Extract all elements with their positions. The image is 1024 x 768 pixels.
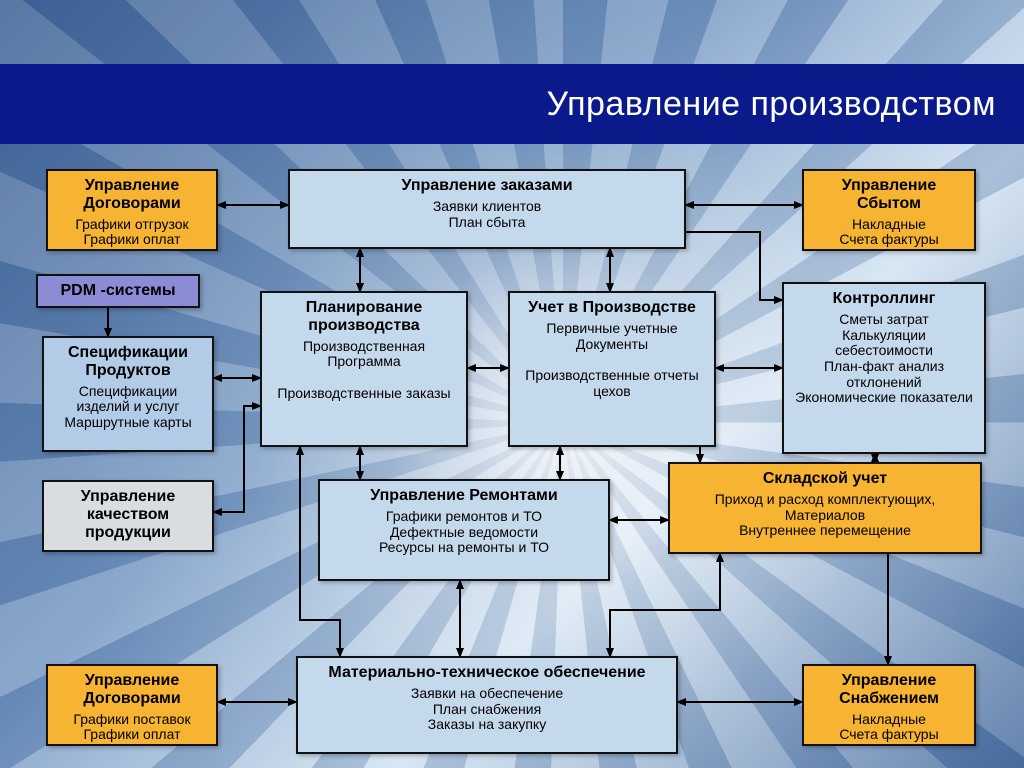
node-planning: Планирование производства Производственна… <box>260 291 468 447</box>
node-spec-body: Спецификации изделий и услуг Маршрутные … <box>52 384 204 431</box>
node-warehouse: Складской учет Приход и расход комплектую… <box>668 462 982 554</box>
node-contracts_bottom: Управление Договорами Графики поставок Гр… <box>46 664 218 746</box>
node-contracts_bottom-title: Управление Договорами <box>56 672 208 708</box>
node-controlling: Контроллинг Сметы затрат Калькуляции себе… <box>782 282 986 454</box>
slide-title-bar: Управление производством <box>0 64 1024 144</box>
node-quality: Управление качеством продукции <box>42 480 214 552</box>
node-planning-body: Производственная Программа Производствен… <box>270 339 458 402</box>
node-supply-title: Управление Снабжением <box>812 672 966 708</box>
node-accounting: Учет в Производстве Первичные учетные Док… <box>508 291 716 447</box>
node-pdm-title: PDM -системы <box>46 282 190 300</box>
node-mto: Материально-техническое обеспечение Заявк… <box>296 656 678 754</box>
node-contracts_bottom-body: Графики поставок Графики оплат <box>56 712 208 743</box>
node-sales-body: Накладные Счета фактуры <box>812 217 966 248</box>
node-accounting-body: Первичные учетные Документы Производстве… <box>518 321 706 399</box>
edge-warehouse-mto <box>610 554 720 656</box>
node-repairs-title: Управление Ремонтами <box>328 487 600 505</box>
node-supply: Управление Снабжением Накладные Счета фак… <box>802 664 976 746</box>
node-pdm: PDM -системы <box>36 274 200 308</box>
node-supply-body: Накладные Счета фактуры <box>812 712 966 743</box>
node-spec: Спецификации Продуктов Спецификации издел… <box>42 336 214 452</box>
node-mto-body: Заявки на обеспечение План снабжения Зак… <box>306 686 668 733</box>
node-controlling-title: Контроллинг <box>792 290 976 308</box>
node-accounting-title: Учет в Производстве <box>518 299 706 317</box>
node-planning-title: Планирование производства <box>270 299 458 335</box>
slide-title: Управление производством <box>547 85 996 124</box>
node-orders-title: Управление заказами <box>298 177 676 195</box>
node-controlling-body: Сметы затрат Калькуляции себестоимости П… <box>792 312 976 406</box>
node-repairs-body: Графики ремонтов и ТО Дефектные ведомост… <box>328 509 600 556</box>
edge-orders-controlling <box>686 232 782 300</box>
node-orders: Управление заказами Заявки клиентов План … <box>288 169 686 249</box>
node-warehouse-title: Складской учет <box>678 470 972 488</box>
node-repairs: Управление Ремонтами Графики ремонтов и Т… <box>318 479 610 581</box>
node-contracts_top-title: Управление Договорами <box>56 177 208 213</box>
node-spec-title: Спецификации Продуктов <box>52 344 204 380</box>
node-sales: Управление Сбытом Накладные Счета фактуры <box>802 169 976 251</box>
node-orders-body: Заявки клиентов План сбыта <box>298 199 676 230</box>
node-contracts_top-body: Графики отгрузок Графики оплат <box>56 217 208 248</box>
node-warehouse-body: Приход и расход комплектующих, Материало… <box>678 492 972 539</box>
slide-stage: Управление производством Управление Дого… <box>0 0 1024 768</box>
node-quality-title: Управление качеством продукции <box>52 488 204 542</box>
node-contracts_top: Управление Договорами Графики отгрузок Гр… <box>46 169 218 251</box>
node-mto-title: Материально-техническое обеспечение <box>306 664 668 682</box>
node-sales-title: Управление Сбытом <box>812 177 966 213</box>
edge-quality-planning <box>214 406 260 512</box>
